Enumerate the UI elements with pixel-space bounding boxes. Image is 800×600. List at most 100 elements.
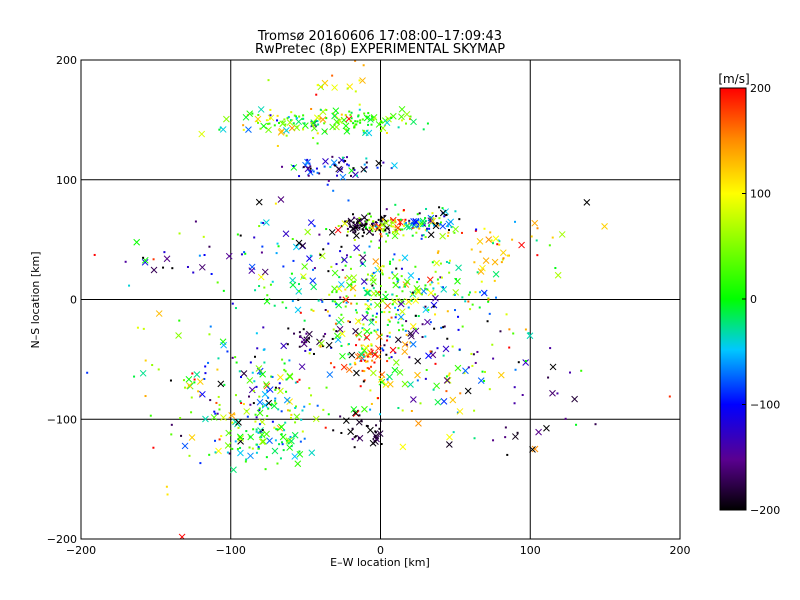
data-point-cross — [310, 283, 318, 291]
data-point-dot — [295, 117, 298, 120]
data-point-dot — [398, 259, 401, 262]
data-point-cross — [455, 264, 462, 272]
data-point-cross — [261, 401, 269, 409]
data-point-cross — [332, 107, 340, 115]
data-point-dot — [263, 286, 266, 289]
data-point-dot — [417, 278, 420, 281]
data-point-dot — [258, 423, 261, 426]
data-point-dot — [348, 110, 351, 113]
data-point-dot — [267, 407, 270, 410]
data-point-dot — [401, 324, 404, 327]
data-point-dot — [345, 295, 348, 298]
data-point-dot — [234, 394, 237, 397]
data-point-dot — [400, 275, 403, 278]
data-point-cross — [283, 127, 290, 134]
data-point-dot — [331, 155, 334, 158]
data-point-dot — [270, 375, 273, 378]
data-point-dot — [388, 276, 391, 279]
data-point-dot — [316, 120, 319, 123]
data-point-dot — [204, 365, 207, 368]
data-point-cross — [499, 249, 507, 257]
data-point-dot — [367, 112, 370, 115]
data-point-cross — [304, 158, 311, 166]
data-point-dot — [418, 212, 421, 215]
data-point-cross — [350, 406, 358, 413]
data-point-dot — [316, 132, 319, 135]
data-point-cross — [280, 342, 288, 350]
data-point-cross — [409, 340, 417, 348]
data-point-dot — [474, 361, 477, 364]
data-point-dot — [371, 223, 374, 226]
data-point-dot — [349, 225, 352, 228]
data-point-dot — [222, 289, 225, 292]
data-point-cross — [270, 402, 278, 410]
data-point-dot — [334, 300, 337, 303]
data-point-cross — [360, 214, 368, 221]
data-point-cross — [364, 351, 371, 359]
data-point-dot — [372, 119, 375, 122]
data-point-cross — [367, 426, 374, 434]
data-point-dot — [291, 237, 294, 240]
data-point-dot — [382, 349, 385, 352]
data-point-cross — [295, 239, 303, 247]
data-point-dot — [668, 395, 671, 398]
data-point-dot — [280, 410, 283, 413]
data-point-cross — [261, 268, 269, 276]
data-point-dot — [371, 227, 374, 230]
data-point-dot — [233, 413, 236, 416]
data-point-dot — [496, 243, 499, 246]
data-point-dot — [368, 212, 371, 215]
data-point-dot — [366, 273, 369, 276]
data-point-cross — [307, 219, 315, 226]
data-point-dot — [368, 230, 371, 233]
data-point-dot — [453, 231, 456, 234]
data-point-dot — [371, 284, 374, 287]
data-point-cross — [278, 423, 285, 431]
data-point-cross — [415, 419, 422, 427]
data-point-cross — [290, 164, 298, 171]
data-point-dot — [395, 267, 398, 270]
data-point-cross — [286, 372, 294, 380]
data-point-dot — [427, 308, 430, 311]
data-point-dot — [262, 222, 265, 225]
colorbar-tick-label: −200 — [750, 504, 780, 517]
data-point-dot — [394, 203, 397, 206]
data-point-cross — [224, 442, 232, 449]
data-point-dot — [401, 228, 404, 231]
data-point-cross — [240, 370, 248, 377]
x-tick-label: −200 — [66, 544, 96, 557]
data-point-dot — [439, 262, 442, 265]
data-point-dot — [281, 165, 284, 168]
data-point-dot — [369, 318, 372, 321]
data-point-cross — [312, 415, 320, 423]
data-point-dot — [306, 158, 309, 161]
data-point-dot — [381, 347, 384, 350]
data-point-dot — [391, 271, 394, 274]
data-point-dot — [331, 291, 334, 294]
data-point-dot — [332, 328, 335, 331]
data-point-dot — [209, 325, 212, 328]
data-point-cross — [485, 236, 493, 243]
data-point-cross — [202, 415, 209, 423]
data-point-dot — [257, 113, 260, 116]
data-point-dot — [303, 437, 306, 440]
data-point-dot — [420, 237, 423, 240]
data-point-dot — [354, 435, 357, 438]
data-point-cross — [359, 77, 366, 84]
data-point-dot — [447, 225, 450, 228]
data-point-dot — [362, 323, 365, 326]
data-point-dot — [231, 302, 234, 305]
data-point-dot — [287, 327, 290, 330]
data-point-dot — [257, 445, 260, 448]
data-point-dot — [351, 427, 354, 430]
data-point-dot — [322, 408, 325, 411]
data-point-dot — [421, 225, 424, 228]
data-point-cross — [442, 345, 450, 353]
data-point-cross — [328, 228, 336, 236]
data-point-cross — [413, 285, 421, 292]
data-point-dot — [401, 409, 404, 412]
data-point-dot — [260, 221, 263, 224]
data-point-dot — [334, 164, 337, 167]
data-point-dot — [310, 121, 313, 124]
x-axis-label: E–W location [km] — [330, 556, 430, 569]
